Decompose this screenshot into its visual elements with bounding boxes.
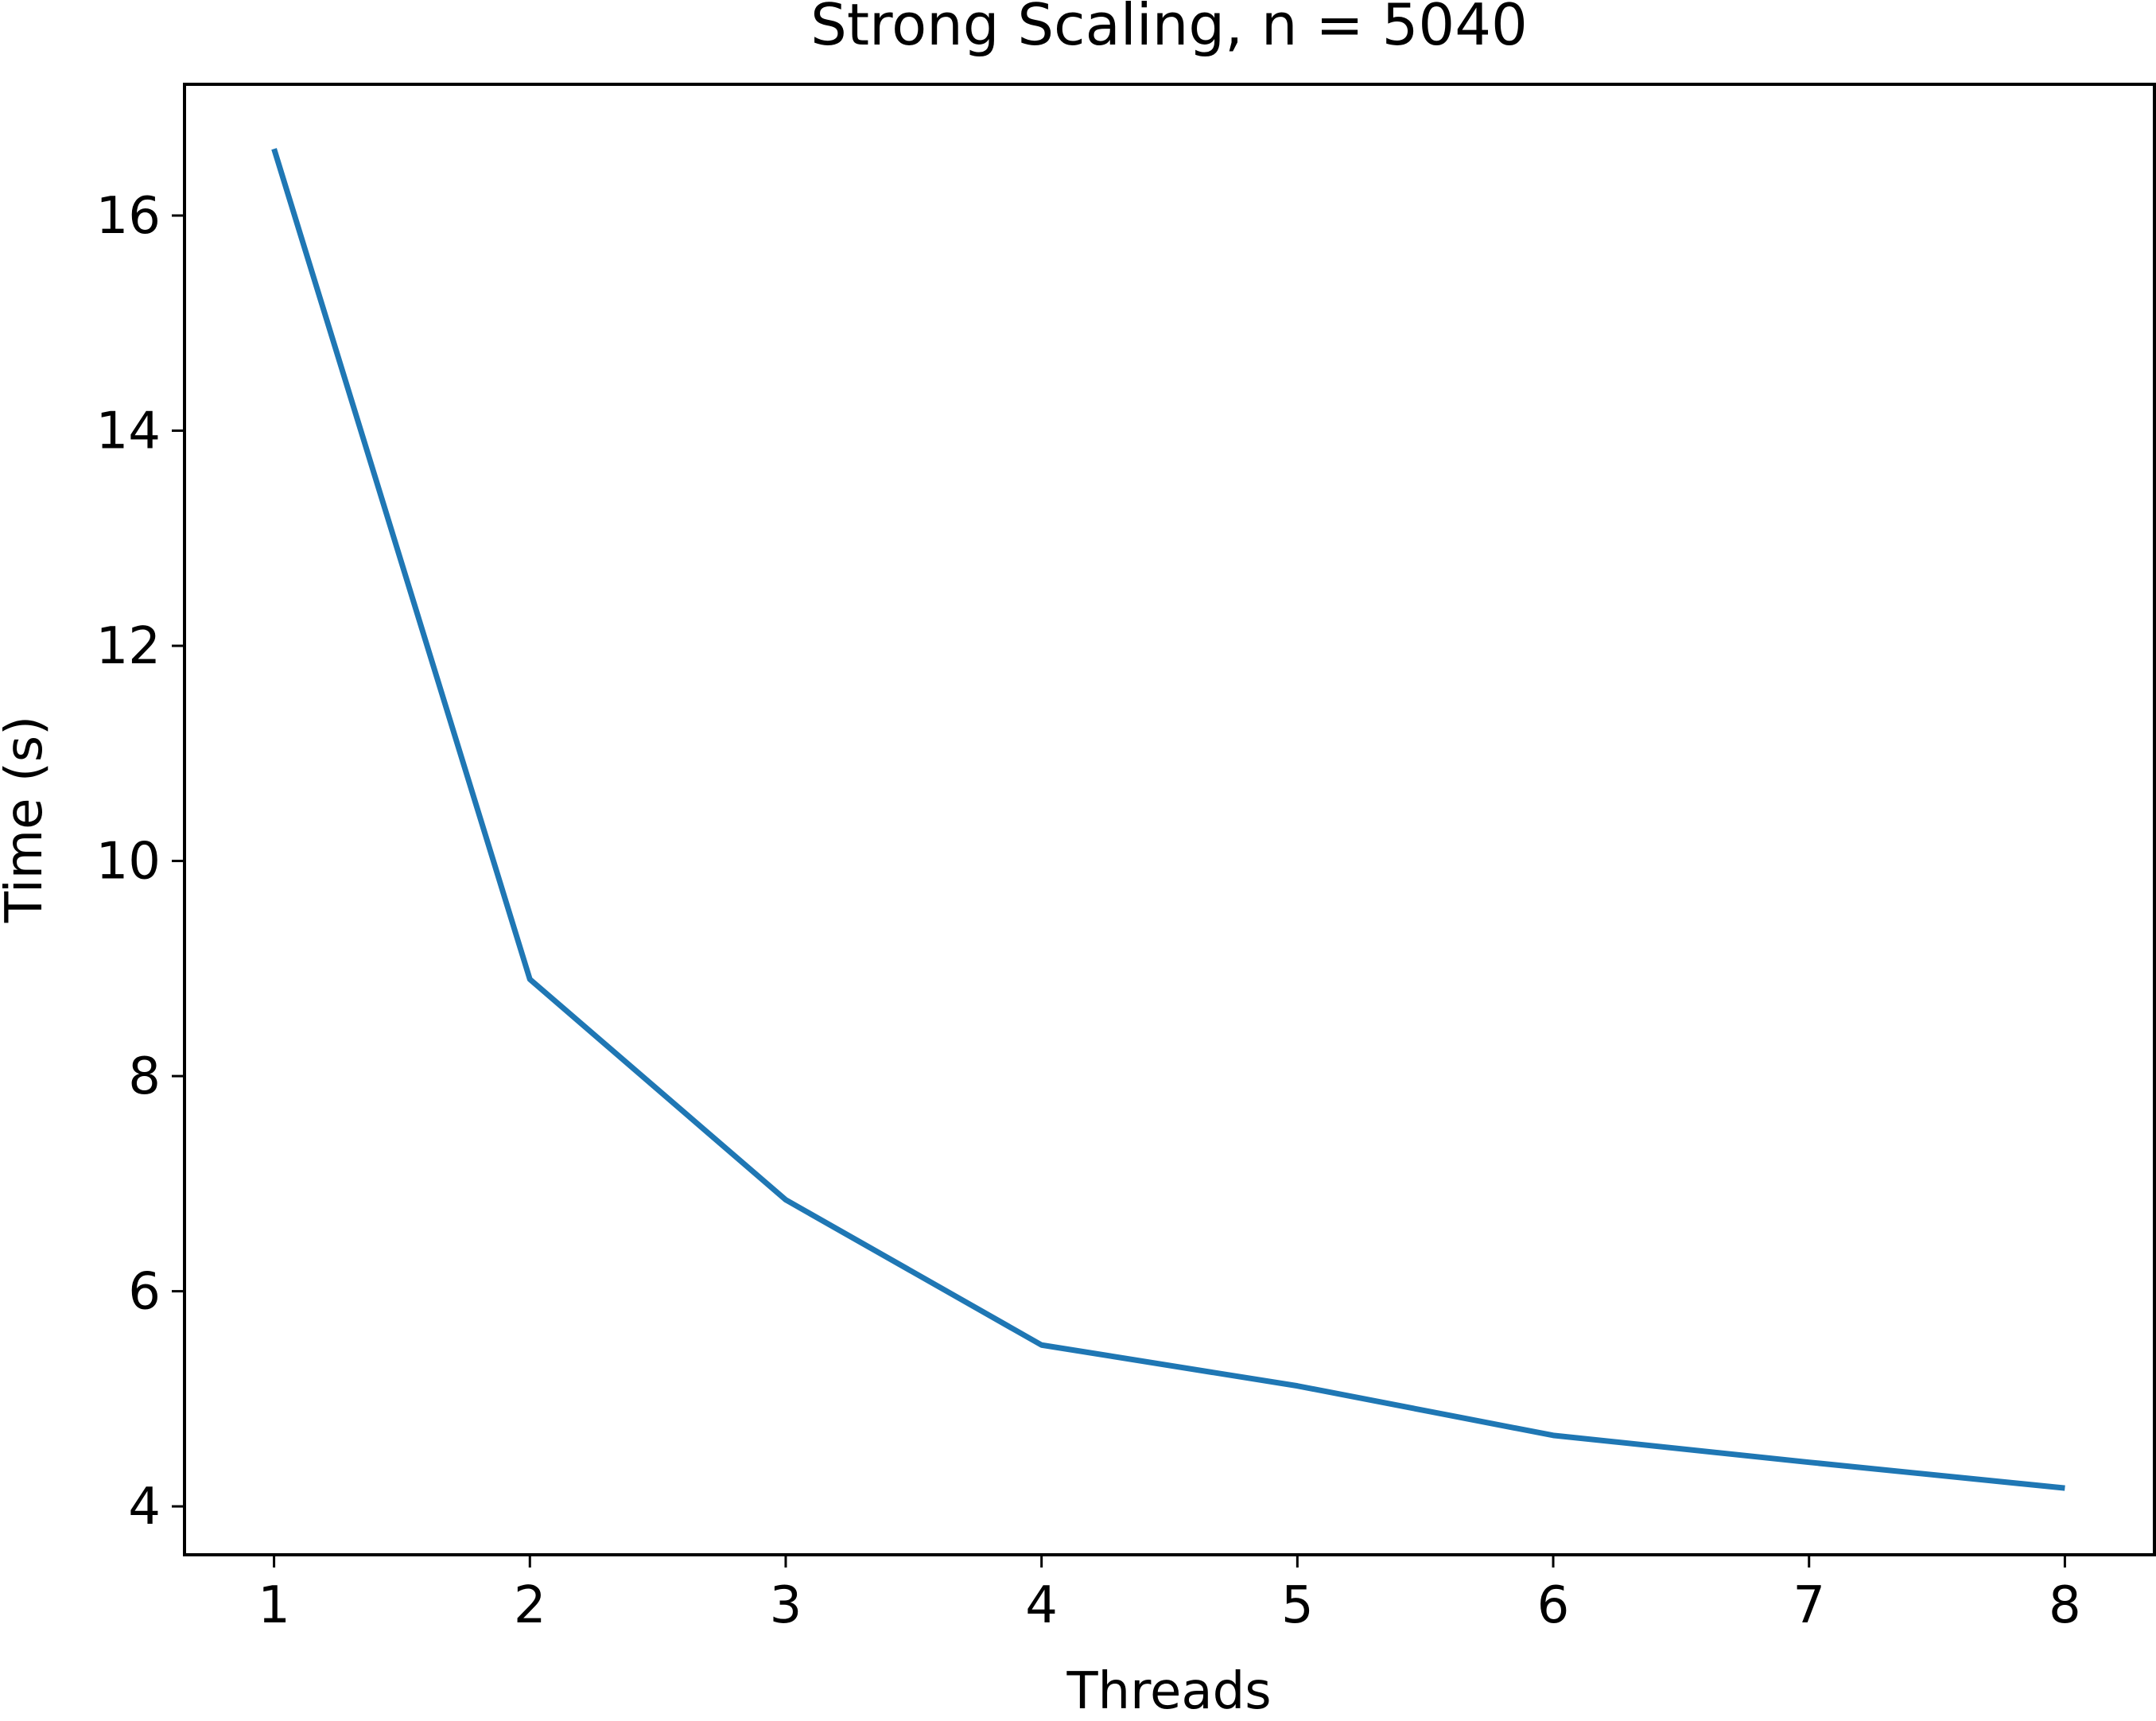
y-tick-label: 4 [128, 1478, 161, 1536]
x-axis-label: Threads [1066, 1662, 1271, 1721]
x-tick-label: 2 [514, 1576, 546, 1635]
x-tick-label: 6 [1537, 1576, 1570, 1635]
x-tick-label: 1 [258, 1576, 290, 1635]
plot-frame [183, 83, 2156, 1556]
x-tick-label: 3 [770, 1576, 802, 1635]
y-tick-label: 6 [128, 1263, 161, 1322]
x-tick-label: 8 [2049, 1576, 2081, 1635]
y-axis-label: Time (s) [0, 716, 54, 923]
series-line [271, 148, 2065, 1491]
y-tick-label: 14 [96, 402, 161, 461]
y-tick-label: 10 [96, 833, 161, 892]
y-tick-label: 12 [96, 617, 161, 676]
x-tick-label: 7 [1793, 1576, 1825, 1635]
plot-background [185, 84, 2154, 1555]
y-tick-label: 16 [96, 187, 161, 246]
series-layer [271, 148, 2065, 1491]
x-tick-label: 5 [1281, 1576, 1314, 1635]
y-tick-label: 8 [128, 1047, 161, 1106]
x-tick-label: 4 [1025, 1576, 1058, 1635]
chart-title: Strong Scaling, n = 5040 [810, 0, 1528, 58]
